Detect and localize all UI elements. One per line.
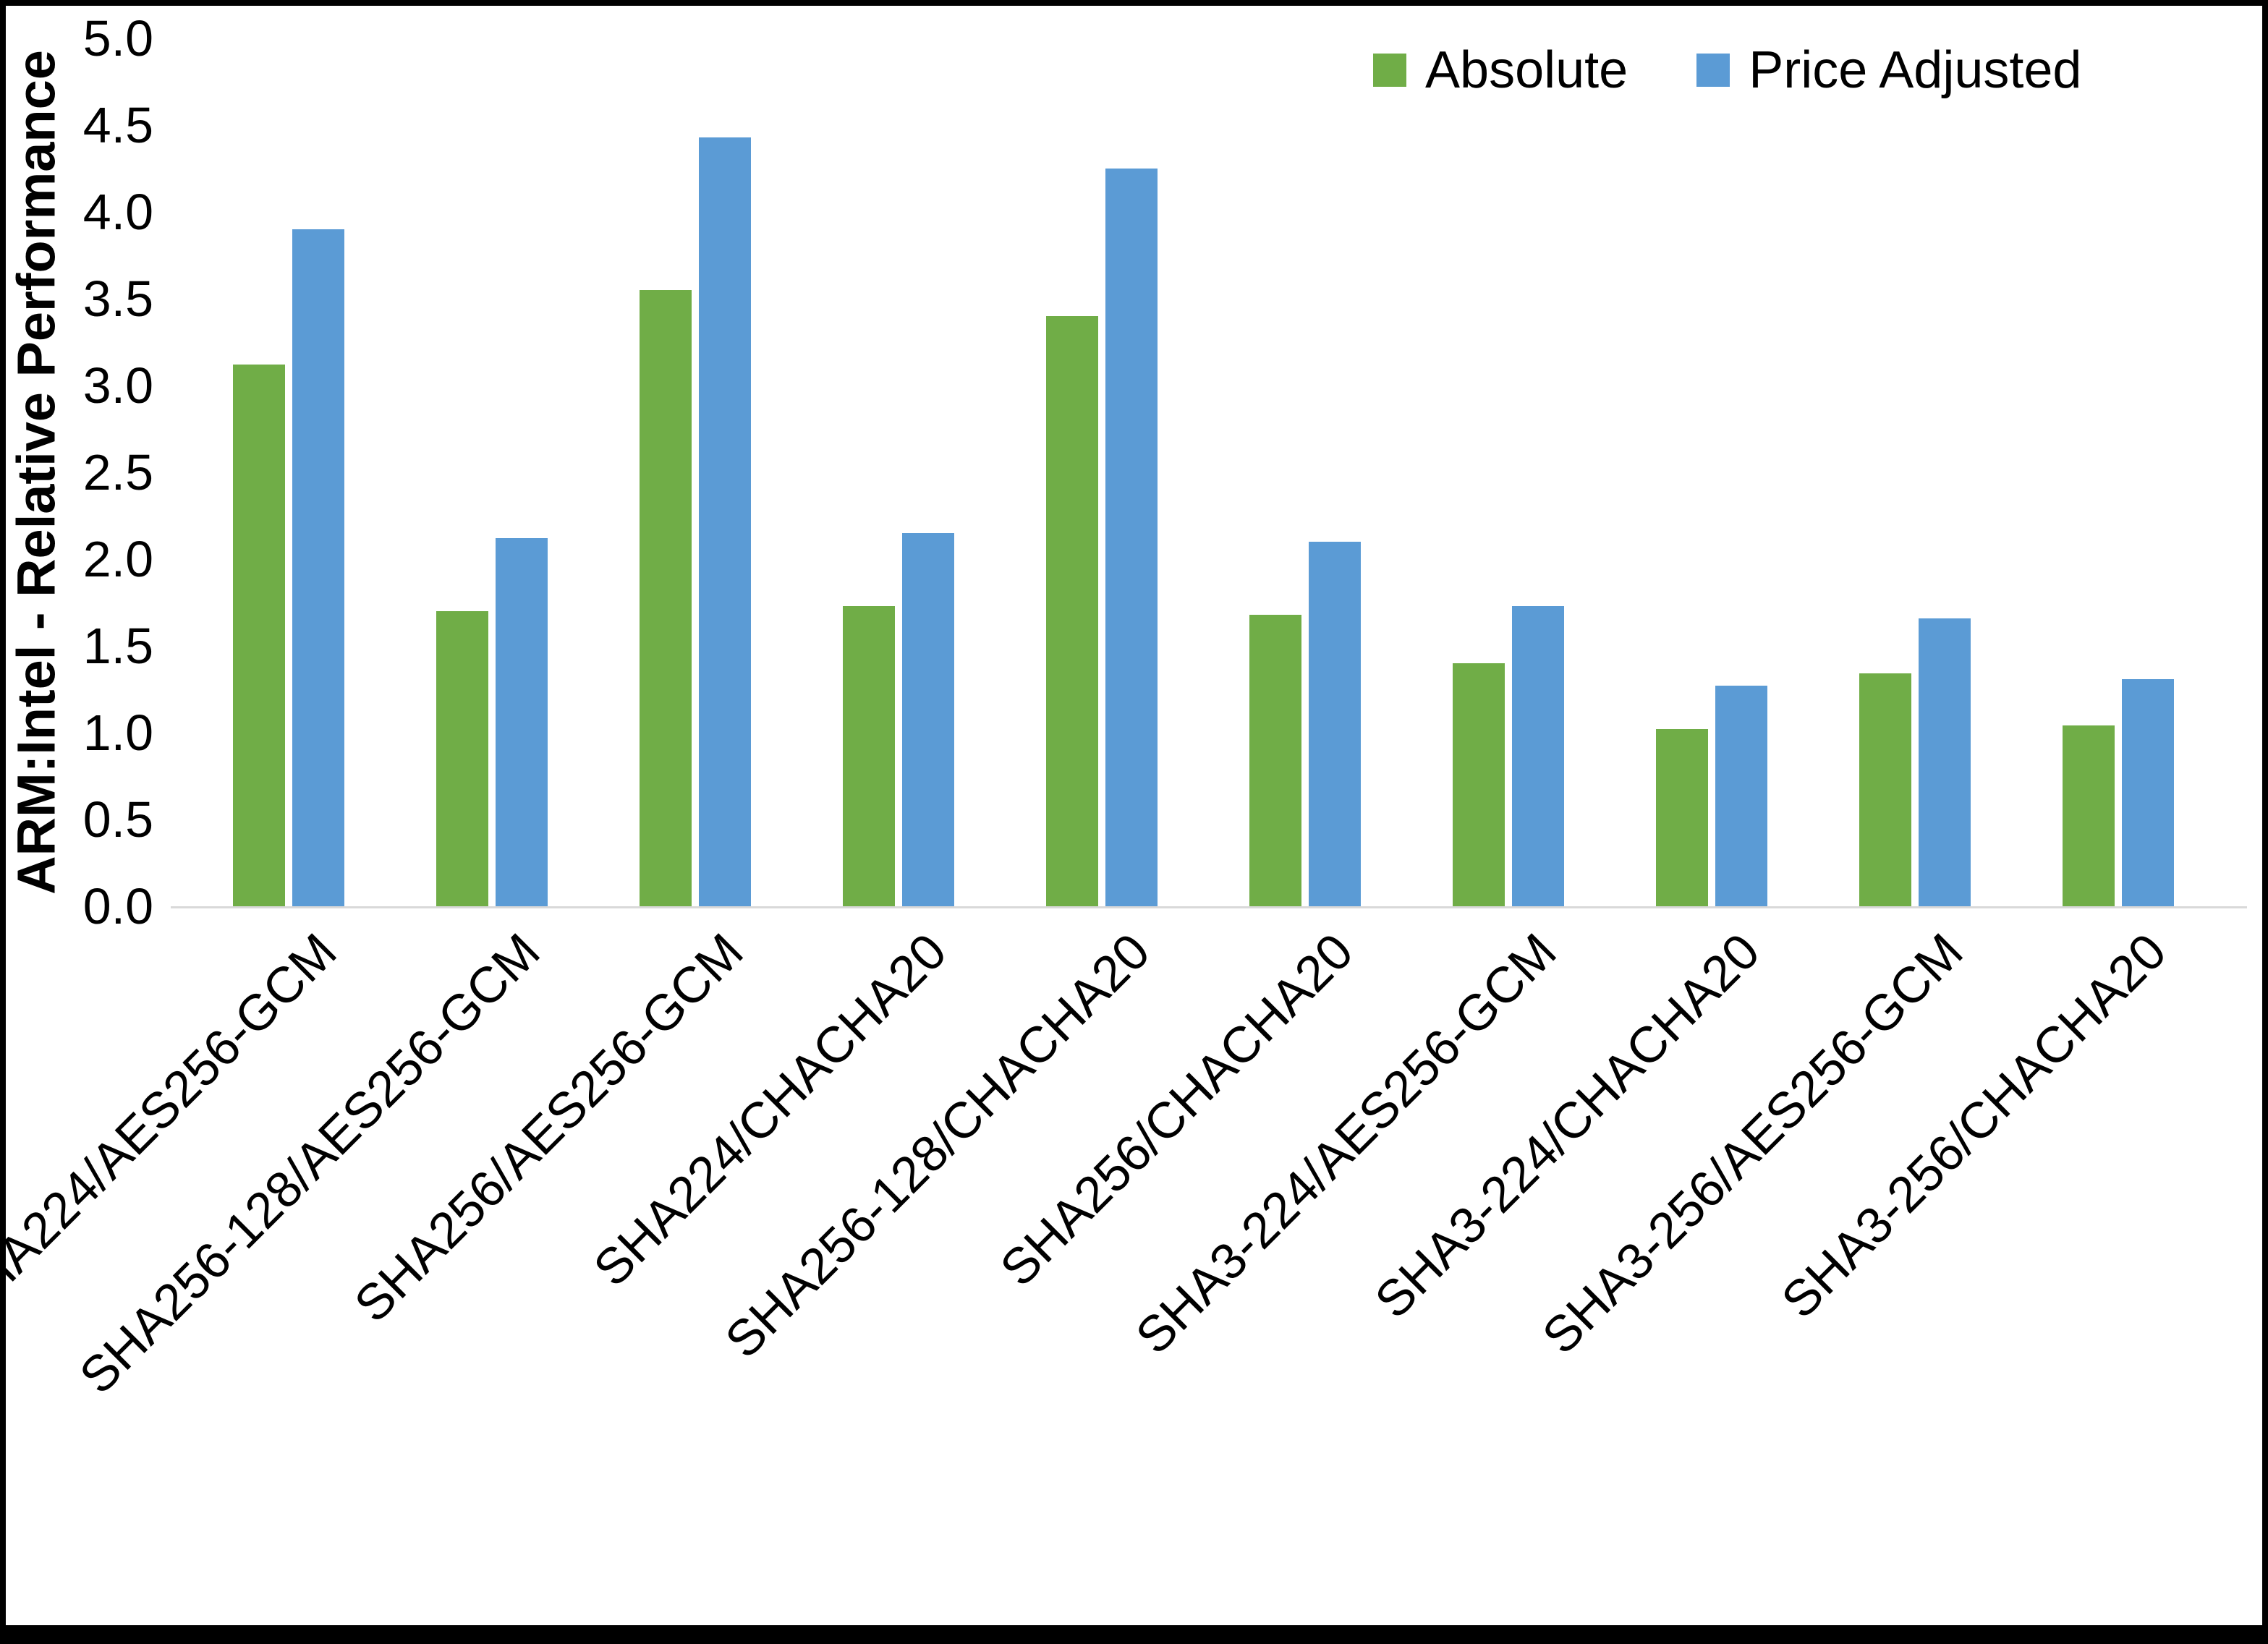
x-category-label: SHA3-256/CHACHA20 — [1770, 922, 2177, 1329]
y-tick-label: 1.5 — [82, 618, 153, 674]
bar-price-adjusted — [901, 533, 954, 906]
x-category-label: SHA256-128/CHACHA20 — [713, 922, 1160, 1369]
x-category-label: SHA3-224/AES256-GCM — [1124, 922, 1567, 1365]
y-tick-label: 0.5 — [82, 791, 153, 848]
bar-absolute — [842, 605, 895, 906]
bar-price-adjusted — [292, 229, 344, 906]
x-category-label: SHA3-256/AES256-GCM — [1531, 922, 1974, 1365]
y-axis-title: ARM:Intel - Relative Performance — [6, 50, 67, 895]
y-tick-label: 5.0 — [82, 10, 153, 67]
x-category-label: SHA256/AES256-GCM — [343, 922, 754, 1333]
legend: Absolute Price Adjusted — [1373, 41, 2081, 100]
bar-price-adjusted — [495, 538, 548, 906]
bar-absolute — [1452, 663, 1505, 906]
y-tick-label: 2.0 — [82, 531, 153, 587]
bar-absolute — [1249, 614, 1301, 906]
bar-price-adjusted — [1105, 169, 1158, 906]
chart-area: ARM:Intel - Relative Performance 0.0 0.5 1… — [6, 6, 2262, 1625]
bar-absolute — [1655, 729, 1708, 906]
bar-absolute — [639, 290, 692, 906]
y-tick-label: 3.0 — [82, 357, 153, 414]
x-category-label: SHA224/CHACHA20 — [582, 922, 957, 1298]
legend-item-price-adjusted: Price Adjusted — [1696, 41, 2081, 100]
bar-price-adjusted — [698, 137, 751, 906]
x-category-label: SHA3-224/CHACHA20 — [1364, 922, 1770, 1329]
bar-price-adjusted — [1308, 542, 1361, 906]
legend-label-price-adjusted: Price Adjusted — [1749, 41, 2082, 99]
bar-absolute — [232, 365, 285, 906]
y-tick-label: 0.0 — [82, 878, 153, 934]
y-tick-label: 4.0 — [82, 184, 153, 240]
bar-absolute — [436, 611, 488, 906]
y-tick-label: 1.0 — [82, 704, 153, 761]
bar-price-adjusted — [2121, 678, 2174, 906]
plot-area — [187, 38, 2220, 906]
x-axis-line — [171, 906, 2247, 908]
y-tick-label: 4.5 — [82, 97, 153, 153]
legend-label-absolute: Absolute — [1425, 41, 1628, 99]
bar-price-adjusted — [1715, 686, 1767, 906]
bar-absolute — [1045, 316, 1098, 906]
legend-swatch-price-adjusted — [1696, 54, 1730, 87]
bar-price-adjusted — [1511, 605, 1564, 906]
legend-item-absolute: Absolute — [1373, 41, 1628, 100]
y-tick-label: 3.5 — [82, 271, 153, 327]
legend-swatch-absolute — [1373, 54, 1406, 87]
y-tick-label: 2.5 — [82, 444, 153, 501]
bar-price-adjusted — [1918, 618, 1971, 906]
bar-absolute — [2062, 725, 2115, 906]
x-category-label: SHA256/CHACHA20 — [989, 922, 1364, 1298]
bar-absolute — [1859, 673, 1911, 906]
